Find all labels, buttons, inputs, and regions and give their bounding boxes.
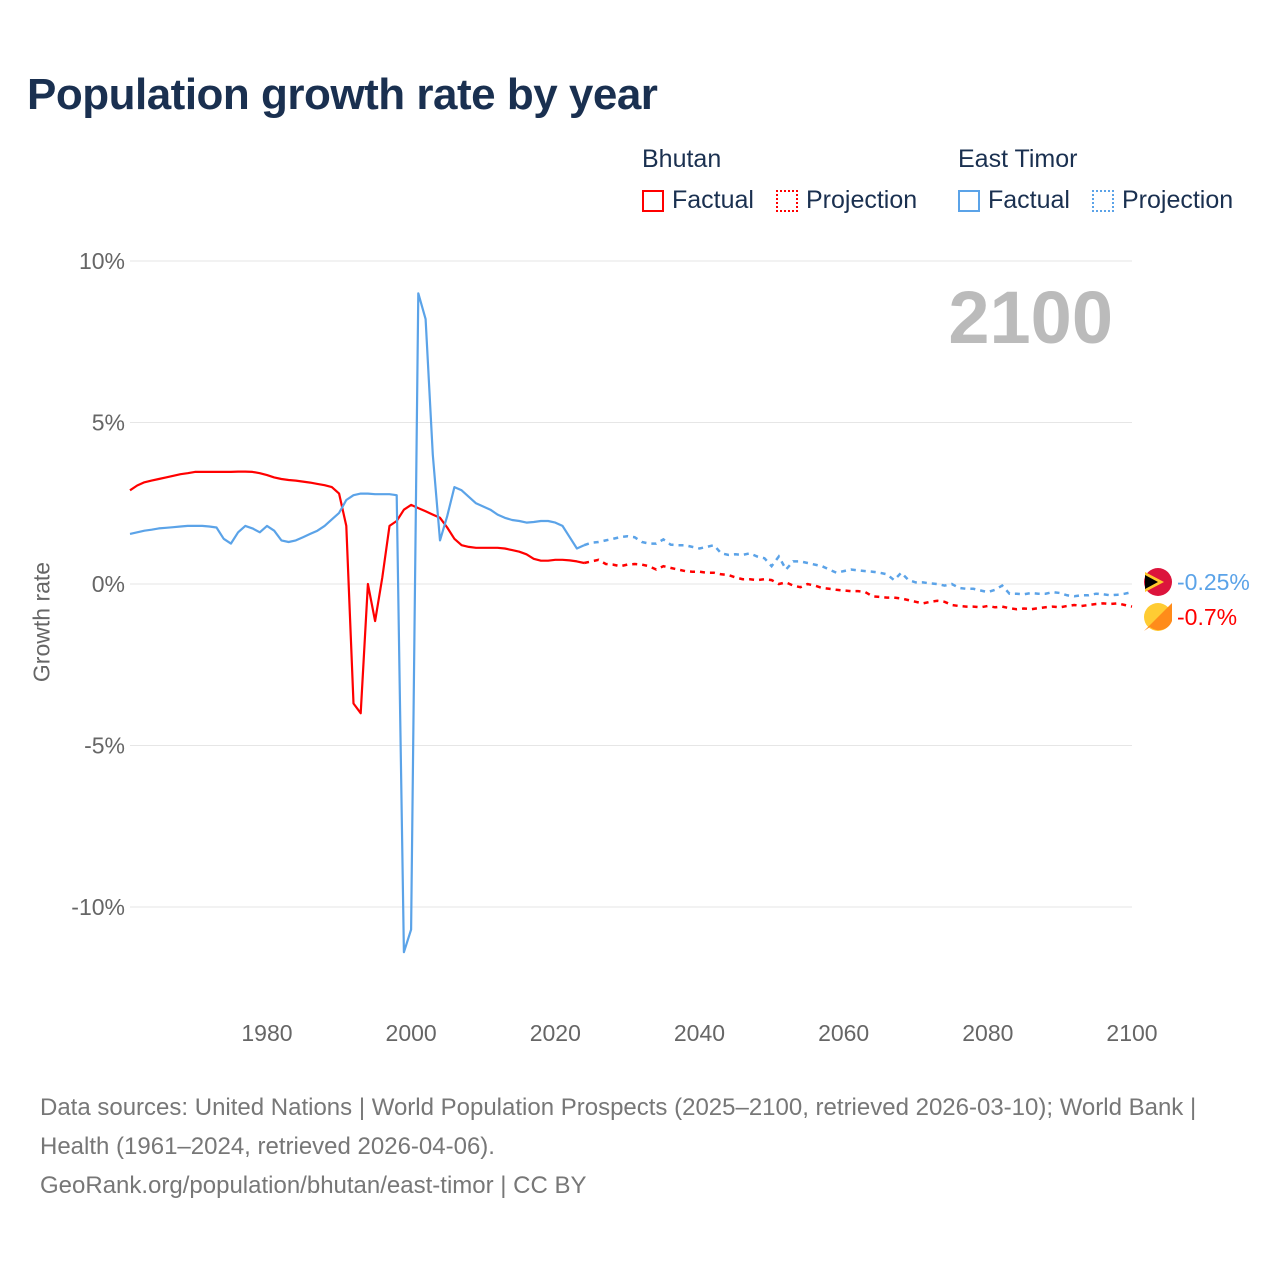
legend-group-bhutan: Bhutan <box>642 145 722 173</box>
bhutan-end-label: -0.7% <box>1177 604 1237 630</box>
legend-east-timor-projection[interactable]: Projection <box>1092 186 1233 215</box>
footer: Data sources: United Nations | World Pop… <box>40 1088 1240 1205</box>
flag-detail <box>1145 575 1158 589</box>
legend-east-timor-factual[interactable]: Factual <box>958 186 1070 215</box>
legend-bhutan-factual[interactable]: Factual <box>642 186 754 215</box>
y-tick-label: 0% <box>92 571 125 597</box>
legend-group-east-timor: East Timor <box>958 145 1078 173</box>
legend-swatch-solid <box>642 189 664 212</box>
y-axis-label: Growth rate <box>28 561 55 683</box>
legend-bhutan-projection[interactable]: Projection <box>776 186 917 215</box>
legend-swatch-dotted <box>776 189 798 212</box>
current-year-overlay: 2100 <box>948 276 1113 359</box>
x-tick-label: 2020 <box>530 1020 581 1046</box>
legend-swatch-solid <box>958 189 980 212</box>
bhutan-projection-line <box>583 558 1133 611</box>
y-tick-label: -10% <box>71 894 125 920</box>
flag-detail <box>1144 603 1172 631</box>
y-tick-label: 5% <box>92 410 125 436</box>
data-sources: Data sources: United Nations | World Pop… <box>40 1094 1197 1160</box>
legend-label: Projection <box>806 186 918 214</box>
bhutan-factual-line <box>129 470 585 715</box>
x-tick-label: 2000 <box>386 1020 437 1046</box>
y-tick-label: -5% <box>84 733 125 759</box>
x-tick-label: 1980 <box>241 1020 292 1046</box>
x-tick-label: 2040 <box>674 1020 725 1046</box>
legend-label: Projection <box>1122 186 1234 214</box>
x-tick-label: 2060 <box>818 1020 869 1046</box>
page-title: Population growth rate by year <box>27 70 658 119</box>
x-tick-label: 2100 <box>1106 1020 1157 1046</box>
east-timor-end-label: -0.25% <box>1177 569 1250 595</box>
x-tick-label: 2080 <box>962 1020 1013 1046</box>
legend-label: Factual <box>988 186 1070 214</box>
east-timor-projection-line <box>583 534 1133 598</box>
legend-label: Factual <box>672 186 754 214</box>
y-tick-label: 10% <box>79 248 125 274</box>
legend-swatch-dotted <box>1092 189 1114 212</box>
source-link[interactable]: GeoRank.org/population/bhutan/east-timor… <box>40 1172 587 1199</box>
east-timor-factual-line <box>129 292 585 954</box>
